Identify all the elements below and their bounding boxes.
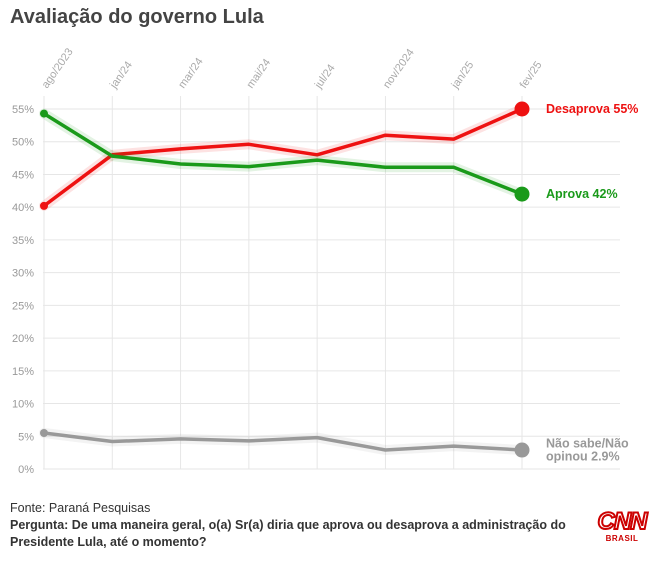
y-axis-tick-labels: 0% 5% 10% 15% 20% 25% 30% 35% 40% 45% 50% 55% bbox=[12, 104, 34, 476]
series-end-label: Aprova 42% bbox=[546, 187, 618, 201]
y-tick-label: 25% bbox=[12, 300, 34, 312]
series-end-labels: Desaprova 55% Aprova 42% Não sabe/Nãoopino… bbox=[546, 102, 638, 464]
x-tick-label: jul/24 bbox=[312, 62, 337, 91]
chart-title: Avaliação do governo Lula bbox=[10, 6, 264, 28]
cnn-brasil-logo: CNN BRASIL bbox=[596, 508, 649, 550]
series-line bbox=[42, 431, 524, 452]
y-tick-label: 50% bbox=[12, 137, 34, 149]
chart-footer: Fonte: Paraná Pesquisas Pergunta: De uma… bbox=[10, 500, 600, 551]
y-tick-label: 40% bbox=[12, 202, 34, 214]
x-tick-label: ago/2023 bbox=[40, 46, 76, 90]
series-end-point bbox=[514, 186, 530, 202]
logo-cnn-text: CNN bbox=[597, 508, 649, 535]
y-tick-label: 45% bbox=[12, 169, 34, 181]
series-line bbox=[42, 107, 524, 208]
line-chart: 0% 5% 10% 15% 20% 25% 30% 35% 40% 45% 50% 55% ago/2… bbox=[12, 46, 638, 476]
series-lines bbox=[39, 101, 530, 458]
y-tick-label: 5% bbox=[18, 431, 34, 443]
y-tick-label: 0% bbox=[18, 464, 34, 476]
x-tick-label: mai/24 bbox=[244, 57, 273, 91]
data-point bbox=[40, 429, 48, 437]
y-tick-label: 55% bbox=[12, 104, 34, 116]
y-tick-label: 30% bbox=[12, 268, 34, 280]
x-tick-label: nov/2024 bbox=[381, 47, 417, 91]
grid-lines bbox=[43, 96, 620, 470]
data-point bbox=[40, 201, 48, 210]
series-end-label: Não sabe/Não bbox=[546, 437, 629, 451]
logo-brasil-text: BRASIL bbox=[605, 534, 639, 543]
x-tick-label: jan/25 bbox=[449, 59, 477, 91]
question-note: Pergunta: De uma maneira geral, o(a) Sr(… bbox=[10, 518, 566, 549]
series-end-point bbox=[514, 442, 530, 458]
series-line bbox=[42, 111, 524, 196]
x-tick-label: jan/24 bbox=[107, 59, 135, 91]
y-tick-label: 15% bbox=[12, 366, 34, 378]
series-end-label: opinou 2.9% bbox=[546, 450, 620, 464]
y-tick-label: 20% bbox=[12, 333, 34, 345]
series-end-label: Desaprova 55% bbox=[546, 102, 638, 116]
series-end-point bbox=[514, 101, 530, 117]
x-tick-label: fev/25 bbox=[518, 59, 545, 90]
y-tick-label: 35% bbox=[12, 235, 34, 247]
x-tick-label: mar/24 bbox=[176, 56, 205, 91]
data-point bbox=[40, 109, 48, 118]
x-axis-tick-labels: ago/2023 jan/24 mar/24 mai/24 jul/24 nov/2024… bbox=[40, 46, 545, 91]
source-note: Fonte: Paraná Pesquisas bbox=[10, 501, 151, 515]
y-tick-label: 10% bbox=[12, 399, 34, 411]
